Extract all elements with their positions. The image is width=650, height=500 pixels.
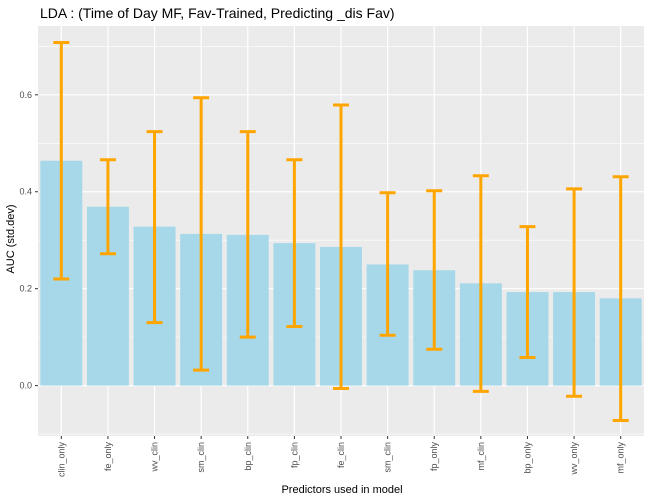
x-axis: clin_only fe_only wv_clin sm_clin bp_clin fp_… bbox=[56, 436, 626, 478]
x-tick-label: bp_clin bbox=[243, 442, 253, 471]
y-axis-title: AUC (std.dev) bbox=[5, 204, 17, 273]
x-tick-label: wv_only bbox=[569, 442, 579, 476]
x-tick-label: fp_only bbox=[429, 442, 439, 472]
y-tick-label: 0.0 bbox=[19, 381, 32, 391]
y-axis: 0.0 0.2 0.4 0.6 bbox=[19, 90, 38, 391]
chart-title: LDA : (Time of Day MF, Fav-Trained, Pred… bbox=[40, 5, 395, 21]
x-tick-label: sm_clin bbox=[196, 442, 206, 473]
x-tick-label: fp_clin bbox=[289, 442, 299, 468]
x-tick-label: wv_clin bbox=[150, 442, 160, 473]
x-tick-label: fe_clin bbox=[336, 442, 346, 468]
y-tick-label: 0.6 bbox=[19, 90, 32, 100]
error-bars bbox=[53, 40, 629, 422]
x-tick-label: mf_only bbox=[616, 442, 626, 474]
x-tick-label: clin_only bbox=[56, 442, 66, 478]
x-axis-title: Predictors used in model bbox=[281, 484, 402, 496]
x-tick-label: bp_only bbox=[522, 442, 532, 474]
y-tick-label: 0.2 bbox=[19, 284, 32, 294]
x-tick-label: sm_clin bbox=[383, 442, 393, 473]
y-tick-label: 0.4 bbox=[19, 187, 32, 197]
x-tick-label: mf_clin bbox=[476, 442, 486, 471]
x-tick-label: fe_only bbox=[103, 442, 113, 472]
